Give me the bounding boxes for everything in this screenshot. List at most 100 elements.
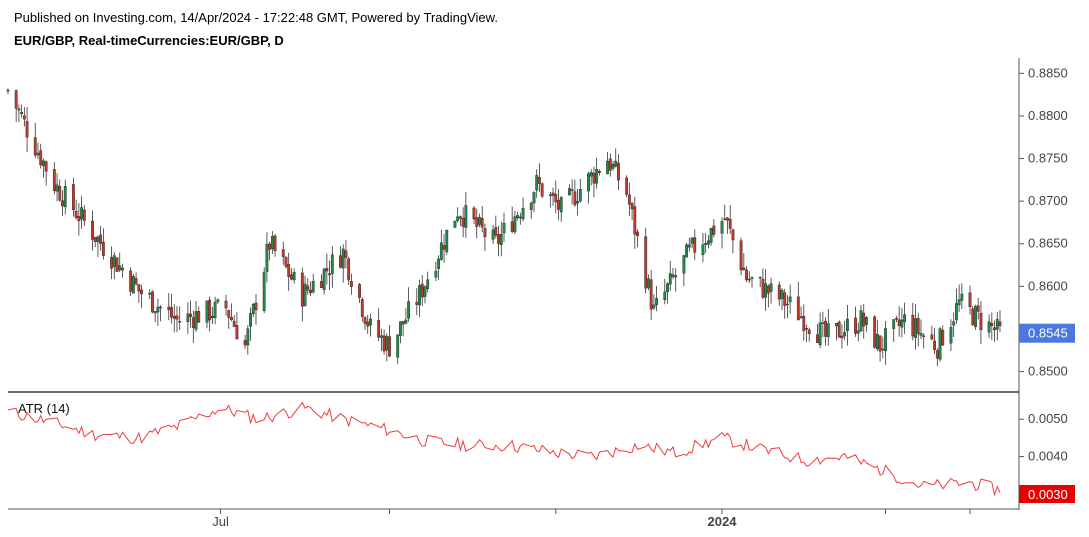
candle-body — [916, 318, 920, 334]
candle-body — [472, 207, 476, 220]
candle-body — [110, 257, 113, 269]
candle-body — [309, 289, 312, 294]
time-tick-label: 2024 — [708, 514, 738, 529]
candle-body — [892, 319, 896, 329]
candle-body — [990, 323, 994, 326]
candle-body — [251, 303, 255, 315]
candle-body — [300, 272, 304, 307]
svg-text:0.0030: 0.0030 — [1028, 487, 1068, 502]
candle-body — [93, 236, 97, 242]
candle-body — [401, 321, 405, 325]
candle-body — [347, 258, 351, 281]
candle-body — [557, 199, 560, 210]
candle-body — [91, 220, 94, 240]
candle-body — [516, 215, 520, 219]
candle-body — [129, 270, 133, 292]
time-axis-ticks: Jul 2024 — [212, 509, 971, 529]
candle-body — [895, 317, 898, 320]
candle-body — [224, 300, 228, 309]
candle-body — [957, 299, 961, 306]
candle-body — [608, 158, 612, 171]
candle-body — [548, 194, 552, 197]
candle-body — [739, 240, 743, 271]
candle-body — [995, 319, 999, 330]
candle-body — [360, 299, 364, 317]
price-tick-label: 0.8650 — [1028, 236, 1068, 251]
atr-label: ATR (14) — [18, 401, 70, 416]
candle-body — [156, 306, 160, 313]
candle-body — [434, 270, 438, 278]
candle-body — [426, 279, 430, 289]
candle-body — [14, 90, 18, 109]
candle-body — [693, 237, 697, 253]
candle-body — [979, 312, 983, 331]
candle-body — [559, 197, 563, 213]
candle-body — [701, 244, 705, 255]
candle-body — [377, 320, 381, 338]
candle-body — [22, 115, 26, 120]
candle-body — [805, 328, 808, 330]
candle-body — [328, 273, 331, 276]
candle-body — [325, 268, 329, 272]
candle-body — [647, 278, 650, 289]
candle-body — [935, 350, 939, 359]
candle-body — [865, 317, 868, 325]
candle-body — [993, 327, 996, 331]
candle-body — [821, 322, 825, 324]
candle-body — [273, 235, 277, 252]
candle-body — [115, 257, 119, 272]
candle-body — [341, 248, 345, 269]
candle-body — [674, 275, 678, 278]
candle-body — [80, 207, 83, 220]
candle-body — [816, 334, 819, 343]
price-tick-label: 0.8800 — [1028, 108, 1068, 123]
candle-body — [589, 172, 593, 177]
candle-body — [270, 236, 274, 250]
candle-body — [499, 234, 503, 245]
candle-body — [644, 236, 648, 289]
candle-body — [933, 340, 936, 350]
candle-body — [938, 328, 942, 360]
candle-body — [576, 201, 579, 204]
candle-body — [42, 160, 45, 167]
candle-body — [720, 221, 724, 234]
candle-body — [159, 306, 163, 309]
candle-body — [875, 333, 879, 350]
candle-body — [627, 194, 631, 205]
candle-body — [461, 217, 465, 227]
candle-body — [72, 184, 75, 210]
candle-body — [884, 328, 887, 352]
candle-body — [878, 335, 882, 352]
price-tick-label: 0.8600 — [1028, 278, 1068, 293]
candle-body — [764, 283, 768, 298]
candle-body — [197, 311, 201, 323]
candle-body — [137, 284, 141, 292]
candle-body — [630, 203, 634, 210]
candle-body — [930, 334, 934, 340]
candle-body — [191, 317, 195, 328]
candle-body — [968, 292, 972, 308]
candle-body — [339, 255, 342, 268]
candle-body — [358, 284, 361, 298]
candle-body — [690, 237, 694, 244]
candle-body — [704, 242, 708, 245]
candle-body — [265, 244, 269, 272]
candle-body — [52, 169, 56, 191]
candle-body — [529, 202, 533, 211]
candle-body — [786, 303, 789, 306]
candle-body — [971, 308, 975, 326]
candle-body — [99, 234, 103, 244]
candle-body — [478, 216, 481, 225]
candle-body — [897, 319, 901, 326]
candle-body — [807, 329, 811, 335]
candle-body — [709, 228, 713, 243]
candle-body — [826, 323, 830, 338]
candle-body — [404, 319, 408, 324]
candle-body — [568, 188, 571, 196]
candle-body — [262, 271, 266, 311]
candle-body — [726, 217, 729, 221]
candle-body — [777, 284, 781, 300]
candle-body — [415, 301, 419, 305]
candle-body — [208, 299, 212, 321]
